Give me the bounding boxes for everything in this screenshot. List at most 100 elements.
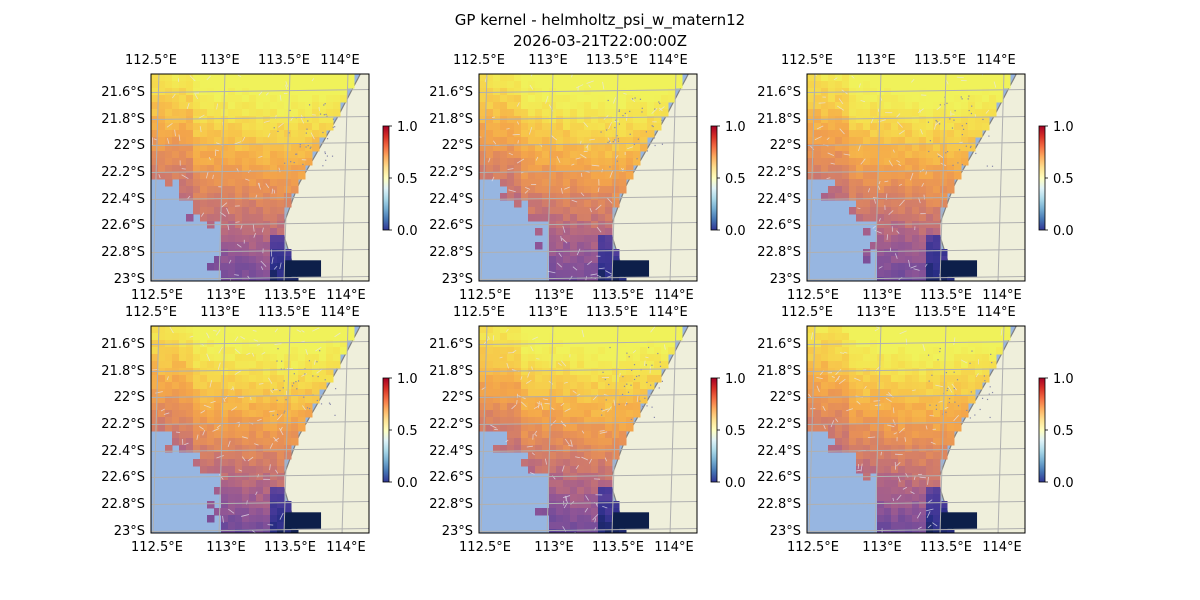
x-tick-label-bottom: 112.5°E (787, 540, 839, 555)
map-area (479, 74, 697, 281)
dark-patch (283, 512, 322, 529)
x-tick-label-bottom: 114°E (982, 540, 1022, 555)
x-tick-label-top: 112.5°E (781, 53, 833, 68)
x-tick-label-bottom: 114°E (654, 288, 694, 303)
y-tick-label: 22.6°S (101, 218, 145, 233)
gridline-lat-7 (151, 276, 369, 280)
dark-patch (611, 260, 650, 277)
gridline-lat-5 (151, 222, 369, 226)
gridline-lat-1 (479, 368, 697, 372)
x-tick-label-top: 113.5°E (258, 305, 310, 320)
y-tick-label: 22.8°S (429, 497, 473, 512)
x-tick-label-bottom: 112.5°E (131, 288, 183, 303)
x-tick-label-bottom: 113.5°E (264, 288, 316, 303)
gridline-lat-7 (807, 276, 1025, 280)
gridline-lon-0 (152, 326, 160, 533)
gridline-lat-5 (479, 474, 697, 478)
gridline-lat-5 (807, 222, 1025, 226)
colorbar-tick-label: 0.5 (397, 424, 418, 439)
gridline-lat-0 (807, 341, 1025, 345)
gridline-lat-4 (807, 196, 1025, 200)
y-tick-label: 21.6°S (429, 337, 473, 352)
gridline-lat-3 (479, 421, 697, 425)
y-tick-label: 22°S (114, 390, 145, 405)
gridline-lon-0 (480, 326, 488, 533)
gridline-lat-6 (479, 501, 697, 505)
gridline-lon-1 (546, 326, 554, 533)
x-tick-label-top: 113.5°E (586, 53, 638, 68)
x-tick-label-bottom: 113.5°E (592, 288, 644, 303)
gridline-lat-0 (479, 89, 697, 93)
x-tick-label-top: 114°E (976, 53, 1016, 68)
map-frame (150, 325, 370, 534)
gridline-lat-4 (479, 448, 697, 452)
colorbar-gradient (382, 377, 390, 483)
y-tick-label: 22°S (770, 138, 801, 153)
gridline-lon-2 (611, 74, 619, 281)
y-tick-label: 22.4°S (757, 192, 801, 207)
x-tick-label-bottom: 113.5°E (264, 540, 316, 555)
colorbar: 0.0 0.5 1.0 (382, 372, 418, 491)
gridline-lat-6 (807, 249, 1025, 253)
colorbar-gradient (710, 125, 718, 231)
y-tick-label: 22.2°S (757, 417, 801, 432)
colorbar-gradient (382, 125, 390, 231)
y-tick-label: 21.8°S (429, 112, 473, 127)
x-tick-label-bottom: 113°E (862, 540, 902, 555)
y-tick-label: 22°S (770, 390, 801, 405)
gridline-lat-4 (479, 196, 697, 200)
gridline-lon-1 (874, 74, 882, 281)
gridline-lon-1 (218, 74, 226, 281)
colorbar-tick-label: 1.0 (725, 372, 746, 387)
colorbar-tick-label: 0.5 (1053, 424, 1074, 439)
y-tick-label: 23°S (114, 272, 145, 287)
colorbar-tick-label: 0.0 (725, 224, 746, 239)
x-tick-label-bottom: 114°E (326, 288, 366, 303)
y-tick-label: 21.8°S (757, 364, 801, 379)
y-tick-label: 23°S (114, 524, 145, 539)
y-tick-label: 22.6°S (757, 470, 801, 485)
y-tick-label: 22.6°S (757, 218, 801, 233)
map-frame (806, 73, 1026, 282)
gridline-lat-6 (151, 501, 369, 505)
x-tick-label-bottom: 114°E (982, 288, 1022, 303)
colorbar-tick-label: 0.0 (1053, 476, 1074, 491)
x-tick-label-top: 113°E (528, 53, 568, 68)
gridline-lat-0 (807, 89, 1025, 93)
dark-patch (283, 260, 322, 277)
x-tick-label-top: 113.5°E (258, 53, 310, 68)
y-tick-label: 22.2°S (429, 417, 473, 432)
dark-patch (939, 512, 978, 529)
colorbar-tick-label: 1.0 (397, 372, 418, 387)
vector-arrows (152, 326, 341, 533)
y-tick-label: 22.2°S (101, 417, 145, 432)
colorbar: 0.0 0.5 1.0 (710, 120, 746, 239)
y-tick-label: 22.4°S (429, 192, 473, 207)
gridline-lat-2 (151, 394, 369, 398)
x-tick-label-top: 113°E (856, 305, 896, 320)
vector-arrows (809, 74, 997, 281)
colorbar-gradient (1038, 125, 1046, 231)
colorbar-tick-label: 0.0 (725, 476, 746, 491)
map-frame (806, 325, 1026, 534)
gridline-lat-3 (807, 421, 1025, 425)
map-panel-4: 112.5°E 112.5°E 113°E 113°E 113.5°E 113.5°E 11… (101, 305, 417, 555)
y-tick-label: 22.4°S (429, 444, 473, 459)
x-tick-label-bottom: 113.5°E (920, 540, 972, 555)
x-tick-label-bottom: 113°E (534, 288, 574, 303)
gridlines (151, 326, 369, 533)
colorbar-tick-label: 0.5 (725, 172, 746, 187)
y-tick-label: 21.6°S (757, 85, 801, 100)
colorbar-gradient (710, 377, 718, 483)
y-tick-label: 22.2°S (757, 165, 801, 180)
gridline-lat-2 (151, 142, 369, 146)
gridline-lat-7 (807, 528, 1025, 532)
map-area (151, 74, 369, 281)
y-tick-label: 22.8°S (101, 245, 145, 260)
gridline-lat-2 (479, 142, 697, 146)
gridline-lat-1 (807, 368, 1025, 372)
gridline-lat-7 (479, 276, 697, 280)
dark-patch (611, 512, 650, 529)
colorbar-tick-label: 0.5 (725, 424, 746, 439)
station-dots (601, 346, 663, 421)
